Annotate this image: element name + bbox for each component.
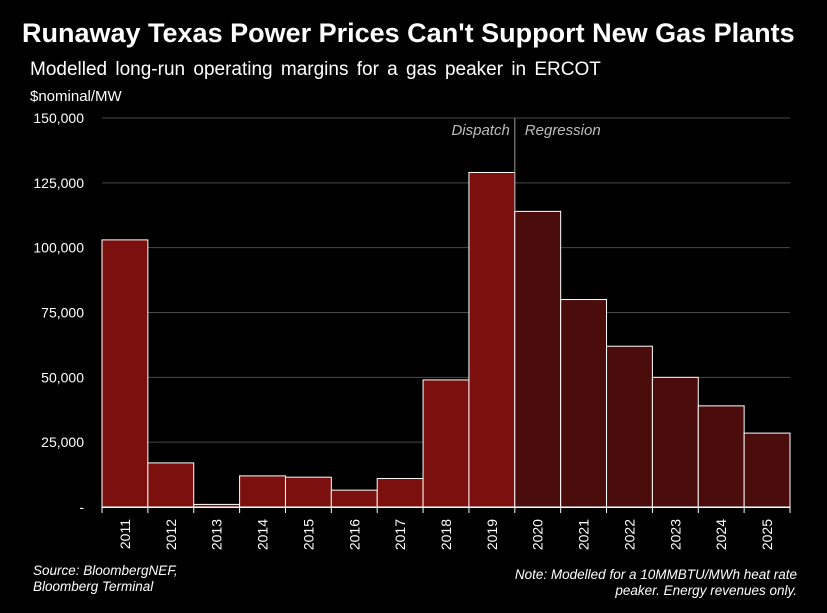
y-tick-label: - [79, 499, 84, 515]
bar [560, 299, 608, 508]
bar [239, 475, 286, 508]
region-label-dispatch: Dispatch [451, 122, 509, 139]
y-tick-label: 125,000 [33, 175, 84, 191]
x-tick-label: 2011 [117, 519, 133, 549]
x-tick-label: 2022 [621, 519, 637, 550]
bar [284, 476, 332, 508]
x-tick-label: 2020 [530, 519, 546, 550]
x-tick-label: 2021 [576, 519, 592, 550]
methodology-note: Note: Modelled for a 10MMBTU/MWh heat ra… [515, 567, 797, 599]
chart-subtitle: Modelled long-run operating margins for … [30, 59, 601, 80]
x-tick-label: 2019 [484, 519, 500, 550]
x-tick-label: 2025 [759, 519, 775, 550]
x-tick-label: 2017 [392, 519, 408, 550]
source-line-1: Source: BloombergNEF, [33, 563, 178, 578]
y-tick-label: 100,000 [33, 240, 84, 256]
x-tick-label: 2015 [300, 519, 316, 550]
bar [147, 462, 195, 508]
chart-title: Runaway Texas Power Prices Can't Support… [22, 18, 795, 48]
y-axis-unit-label: $nominal/MW [30, 88, 122, 105]
bar [101, 239, 149, 508]
bar [193, 503, 241, 508]
bar [743, 432, 791, 508]
bar [606, 345, 653, 508]
bar [514, 210, 562, 508]
y-tick-label: 50,000 [41, 369, 84, 385]
bar [422, 379, 470, 508]
bar [651, 376, 699, 508]
x-tick-label: 2023 [667, 519, 683, 550]
y-tick-label: 25,000 [41, 434, 84, 450]
y-tick-label: 150,000 [33, 110, 84, 126]
source-note: Source: BloombergNEF, Bloomberg Terminal [33, 563, 178, 595]
note-line-1: Note: Modelled for a 10MMBTU/MWh heat ra… [514, 567, 797, 582]
x-tick-label: 2013 [209, 519, 225, 550]
x-tick-label: 2014 [255, 519, 271, 550]
x-tick-label: 2018 [438, 519, 454, 550]
region-label-regression: Regression [525, 122, 601, 139]
x-tick-label: 2016 [346, 519, 362, 550]
bar [330, 489, 378, 508]
y-tick-label: 75,000 [41, 305, 84, 321]
x-tick-label: 2024 [713, 519, 729, 550]
bar [468, 171, 516, 508]
bar [697, 405, 745, 508]
bar [376, 477, 424, 508]
note-line-2: peaker. Energy revenues only. [615, 583, 797, 598]
source-line-2: Bloomberg Terminal [33, 579, 154, 594]
x-tick-label: 2012 [163, 519, 179, 550]
